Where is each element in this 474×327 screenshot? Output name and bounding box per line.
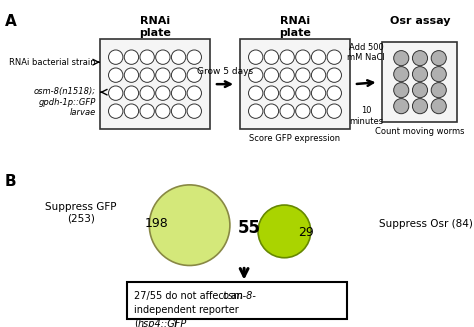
Circle shape xyxy=(296,68,310,82)
Circle shape xyxy=(280,50,294,64)
Circle shape xyxy=(296,86,310,100)
Circle shape xyxy=(394,99,409,114)
Bar xyxy=(100,39,210,129)
Circle shape xyxy=(187,86,201,100)
Circle shape xyxy=(280,104,294,118)
Circle shape xyxy=(264,68,279,82)
Circle shape xyxy=(311,104,326,118)
Circle shape xyxy=(248,68,263,82)
Text: independent reporter: independent reporter xyxy=(134,304,239,315)
Circle shape xyxy=(264,50,279,64)
Text: 55: 55 xyxy=(237,219,260,237)
Circle shape xyxy=(264,104,279,118)
Circle shape xyxy=(172,50,186,64)
Text: osm-8-: osm-8- xyxy=(222,290,256,301)
Circle shape xyxy=(124,68,138,82)
Text: 10
minutes: 10 minutes xyxy=(349,106,383,126)
Circle shape xyxy=(109,68,123,82)
Text: osm-8(n1518);
gpdh-1p::GFP
larvae: osm-8(n1518); gpdh-1p::GFP larvae xyxy=(34,87,96,117)
Circle shape xyxy=(187,104,201,118)
Circle shape xyxy=(172,104,186,118)
Circle shape xyxy=(311,68,326,82)
Circle shape xyxy=(311,86,326,100)
Circle shape xyxy=(155,50,170,64)
Circle shape xyxy=(172,86,186,100)
Circle shape xyxy=(248,104,263,118)
Circle shape xyxy=(172,68,186,82)
Text: Grow 5 days: Grow 5 days xyxy=(197,67,253,76)
Text: A: A xyxy=(5,14,17,29)
Circle shape xyxy=(109,104,123,118)
Circle shape xyxy=(412,51,428,66)
Circle shape xyxy=(155,104,170,118)
Circle shape xyxy=(412,83,428,98)
Bar xyxy=(383,42,457,122)
Text: Osr assay: Osr assay xyxy=(390,16,450,26)
Text: 27/55 do not affect an: 27/55 do not affect an xyxy=(134,290,246,301)
Circle shape xyxy=(187,50,201,64)
Circle shape xyxy=(296,50,310,64)
Circle shape xyxy=(155,68,170,82)
Circle shape xyxy=(124,104,138,118)
Circle shape xyxy=(264,86,279,100)
Circle shape xyxy=(311,50,326,64)
Circle shape xyxy=(394,83,409,98)
Text: hsp4::GFP: hsp4::GFP xyxy=(138,318,187,327)
Text: (: ( xyxy=(134,318,138,327)
Circle shape xyxy=(412,99,428,114)
Circle shape xyxy=(140,68,155,82)
Circle shape xyxy=(140,104,155,118)
Circle shape xyxy=(431,67,447,82)
Circle shape xyxy=(394,67,409,82)
Text: B: B xyxy=(5,174,17,189)
Bar xyxy=(240,39,350,129)
Circle shape xyxy=(248,86,263,100)
Circle shape xyxy=(155,86,170,100)
Circle shape xyxy=(140,86,155,100)
Text: Suppress Osr (84): Suppress Osr (84) xyxy=(379,219,473,229)
Text: Suppress GFP
(253): Suppress GFP (253) xyxy=(45,202,116,224)
Text: RNAi
plate: RNAi plate xyxy=(139,16,171,38)
Text: RNAi
plate: RNAi plate xyxy=(279,16,311,38)
Text: 198: 198 xyxy=(145,217,168,230)
Circle shape xyxy=(124,50,138,64)
Circle shape xyxy=(140,50,155,64)
Circle shape xyxy=(327,104,341,118)
Circle shape xyxy=(327,86,341,100)
Circle shape xyxy=(124,86,138,100)
Circle shape xyxy=(248,50,263,64)
Text: Score GFP expression: Score GFP expression xyxy=(249,134,340,143)
Circle shape xyxy=(258,205,311,258)
Text: Count moving worms: Count moving worms xyxy=(375,127,465,136)
Circle shape xyxy=(280,86,294,100)
Circle shape xyxy=(431,99,447,114)
Circle shape xyxy=(109,50,123,64)
Circle shape xyxy=(394,51,409,66)
Text: 29: 29 xyxy=(298,226,314,239)
Circle shape xyxy=(109,86,123,100)
Text: ): ) xyxy=(173,318,176,327)
Circle shape xyxy=(327,68,341,82)
Circle shape xyxy=(431,51,447,66)
Circle shape xyxy=(327,50,341,64)
Circle shape xyxy=(280,68,294,82)
FancyBboxPatch shape xyxy=(127,282,347,319)
Circle shape xyxy=(296,104,310,118)
Circle shape xyxy=(412,67,428,82)
Text: Add 500
mM NaCl: Add 500 mM NaCl xyxy=(347,43,385,62)
Circle shape xyxy=(187,68,201,82)
Text: RNAi bacterial strain: RNAi bacterial strain xyxy=(9,58,96,67)
Circle shape xyxy=(431,83,447,98)
Circle shape xyxy=(149,185,230,266)
